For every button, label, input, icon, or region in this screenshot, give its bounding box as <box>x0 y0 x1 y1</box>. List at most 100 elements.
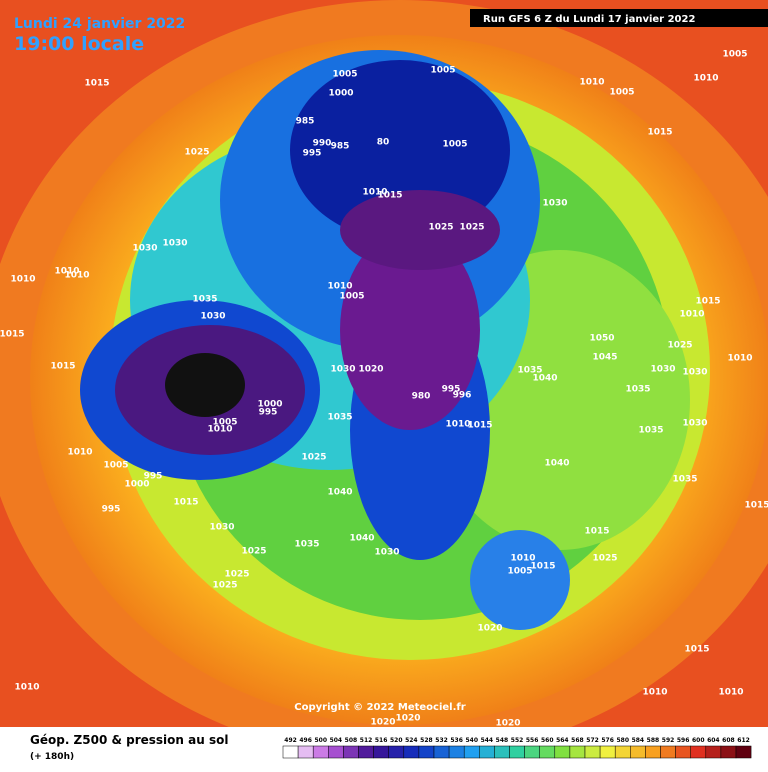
pressure-label: 1005 <box>212 418 237 428</box>
pressure-label: 1010 <box>64 271 89 281</box>
scale-swatch <box>599 745 616 759</box>
scale-label: 536 <box>450 737 463 744</box>
pressure-label: 1035 <box>517 366 542 376</box>
pressure-label: 1005 <box>332 70 357 80</box>
scale-label: 608 <box>722 737 735 744</box>
scale-swatch <box>433 745 450 759</box>
scale-swatch <box>403 745 420 759</box>
scale-swatch <box>569 745 586 759</box>
pressure-label: 1035 <box>625 385 650 395</box>
scale-label: 564 <box>556 737 569 744</box>
scale-swatch <box>614 745 631 759</box>
pressure-label: 980 <box>412 392 431 402</box>
scale-label: 504 <box>330 737 343 744</box>
pressure-label: 995 <box>102 505 121 515</box>
pressure-label: 1015 <box>377 191 402 201</box>
pressure-label: 1040 <box>349 534 374 544</box>
pressure-label: 1010 <box>679 310 704 320</box>
scale-swatch <box>328 745 344 759</box>
pressure-label: 1005 <box>103 461 128 471</box>
pressure-label: 1020 <box>358 365 383 375</box>
scale-swatch <box>660 745 676 759</box>
scale-swatch <box>630 745 646 759</box>
pressure-label: 1030 <box>330 365 355 375</box>
pressure-label: 995 <box>442 385 461 395</box>
pressure-label: 1020 <box>495 719 520 729</box>
pressure-label: 1010 <box>579 78 604 88</box>
pressure-label: 1030 <box>132 244 157 254</box>
scale-swatch <box>509 745 525 759</box>
pressure-label: 1010 <box>727 354 752 364</box>
scale-label: 576 <box>601 737 614 744</box>
pressure-label: 1010 <box>510 554 535 564</box>
pressure-label: 1005 <box>609 88 634 98</box>
scale-label: 540 <box>465 737 478 744</box>
pressure-label: 1040 <box>532 374 557 384</box>
pressure-label: 1035 <box>192 295 217 305</box>
pressure-label: 1005 <box>722 50 747 60</box>
pressure-label: 1010 <box>693 74 718 84</box>
scale-label: 596 <box>677 737 690 744</box>
pressure-label: 1015 <box>84 79 109 89</box>
pressure-label: 1010 <box>14 683 39 693</box>
scale-swatch <box>418 745 435 759</box>
pressure-label: 1045 <box>592 353 617 363</box>
scale-swatch <box>690 745 707 759</box>
zone <box>340 190 500 270</box>
pressure-label: 1030 <box>682 368 707 378</box>
scale-swatch <box>388 745 405 759</box>
scale-label: 612 <box>737 737 750 744</box>
pressure-label: 995 <box>144 472 163 482</box>
run-info: Run GFS 6 Z du Lundi 17 janvier 2022 <box>483 14 695 25</box>
scale-label: 548 <box>496 737 509 744</box>
scale-swatch <box>373 745 389 759</box>
pressure-label: 80 <box>377 138 390 148</box>
pressure-label: 1010 <box>10 275 35 285</box>
scale-label: 544 <box>481 737 494 744</box>
valid-date: Lundi 24 janvier 2022 <box>14 16 185 32</box>
scale-label: 584 <box>632 737 645 744</box>
scale-swatch <box>675 745 691 759</box>
pressure-label: 985 <box>331 142 350 152</box>
run-bar <box>470 9 768 27</box>
pressure-label: 1005 <box>339 292 364 302</box>
pressure-label: 1015 <box>530 562 555 572</box>
pressure-label: 1010 <box>362 188 387 198</box>
scale-label: 512 <box>360 737 373 744</box>
scale-swatch <box>312 745 329 759</box>
pressure-label: 1010 <box>327 282 352 292</box>
scale-swatch <box>645 745 661 759</box>
pressure-label: 1010 <box>207 425 232 435</box>
scale-swatch <box>539 745 556 759</box>
footer-lead: (+ 180h) <box>30 752 74 762</box>
pressure-label: 1015 <box>684 645 709 655</box>
scale-label: 516 <box>375 737 388 744</box>
zone <box>340 230 480 430</box>
scale-label: 592 <box>662 737 675 744</box>
footer-title: Géop. Z500 & pression au sol <box>30 733 228 747</box>
pressure-label: 1010 <box>642 688 667 698</box>
scale-label: 604 <box>707 737 720 744</box>
pressure-label: 1015 <box>173 498 198 508</box>
scale-swatch <box>705 745 722 759</box>
scale-label: 580 <box>616 737 629 744</box>
pressure-label: 996 <box>453 391 472 401</box>
pressure-label: 1035 <box>294 540 319 550</box>
pressure-label: 1025 <box>428 223 453 233</box>
scale-swatch <box>584 745 601 759</box>
scale-label: 572 <box>586 737 599 744</box>
scale-label: 556 <box>526 737 539 744</box>
pressure-label: 1005 <box>507 567 532 577</box>
pressure-label: 1010 <box>445 420 470 430</box>
pressure-label: 1030 <box>374 548 399 558</box>
pressure-label: 1030 <box>200 312 225 322</box>
pressure-label: 1015 <box>647 128 672 138</box>
pressure-label: 1035 <box>672 475 697 485</box>
scale-label: 508 <box>345 737 358 744</box>
pressure-label: 1050 <box>589 334 614 344</box>
pressure-label: 1020 <box>370 718 395 728</box>
pressure-label: 1020 <box>395 714 420 724</box>
pressure-label: 1030 <box>682 419 707 429</box>
pressure-label: 1000 <box>124 480 149 490</box>
scale-swatch <box>554 745 571 759</box>
